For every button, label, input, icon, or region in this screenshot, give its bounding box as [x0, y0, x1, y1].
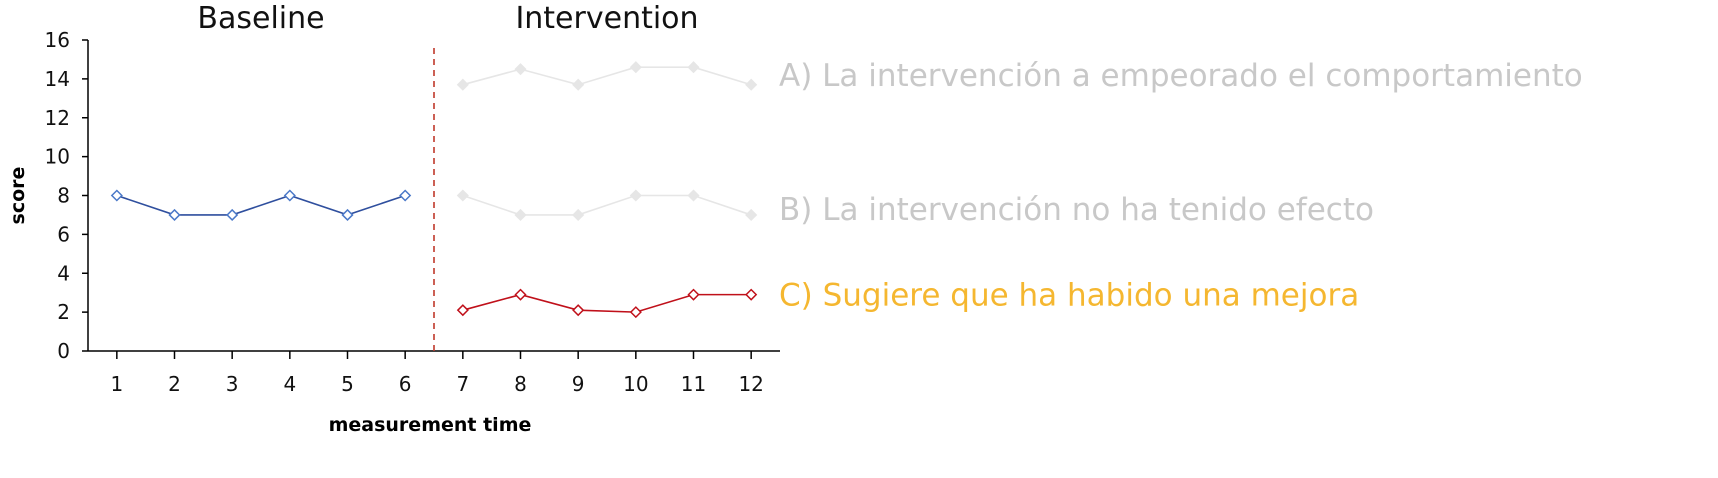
y-tick-label: 4 — [57, 261, 70, 285]
option-labels: A) La intervención a empeorado el compor… — [779, 58, 1583, 314]
data-point-option-b — [572, 208, 585, 221]
data-point-option-a — [629, 61, 642, 74]
phase-label-intervention: Intervention — [515, 1, 698, 36]
data-point-option-c — [629, 306, 642, 319]
y-tick-label: 16 — [45, 28, 70, 52]
data-point-option-c — [572, 304, 585, 317]
x-tick-label: 5 — [341, 372, 354, 396]
data-point-baseline — [226, 208, 239, 221]
x-tick-label: 9 — [572, 372, 585, 396]
data-point-option-b — [514, 208, 527, 221]
series-line-baseline — [116, 194, 406, 216]
data-point-option-c — [514, 288, 527, 301]
series-option-b — [456, 189, 758, 221]
data-point-option-a — [572, 78, 585, 91]
series-layer — [110, 61, 758, 319]
phase-labels: Baseline Intervention — [197, 1, 698, 36]
data-point-baseline — [110, 189, 123, 202]
data-point-option-a — [456, 78, 469, 91]
series-line-option-c — [462, 293, 752, 313]
series-baseline — [110, 189, 412, 221]
y-tick-label: 12 — [45, 106, 70, 130]
x-axis-title: measurement time — [329, 414, 532, 436]
data-point-option-a — [514, 63, 527, 76]
y-axis-title: score — [7, 167, 29, 225]
data-point-baseline — [168, 208, 181, 221]
y-tick-label: 14 — [45, 67, 70, 91]
x-tick-label: 7 — [456, 372, 469, 396]
option-label-option-b: B) La intervención no ha tenido efecto — [779, 192, 1374, 228]
option-label-option-a: A) La intervención a empeorado el compor… — [779, 58, 1583, 94]
x-tick-label: 2 — [168, 372, 181, 396]
y-tick-label: 10 — [45, 145, 70, 169]
series-line-option-b — [462, 194, 752, 216]
data-point-baseline — [283, 189, 296, 202]
data-point-option-a — [745, 78, 758, 91]
data-point-baseline — [399, 189, 412, 202]
data-point-option-b — [629, 189, 642, 202]
x-tick-label: 1 — [110, 372, 123, 396]
x-tick-label: 4 — [283, 372, 296, 396]
data-point-option-c — [687, 288, 700, 301]
series-option-a — [456, 61, 758, 91]
x-tick-label: 6 — [399, 372, 412, 396]
x-tick-label: 10 — [623, 372, 648, 396]
data-point-baseline — [341, 208, 354, 221]
y-tick-label: 6 — [57, 222, 70, 246]
y-tick-label: 2 — [57, 300, 70, 324]
series-line-option-a — [462, 66, 752, 86]
x-tick-label: 12 — [738, 372, 763, 396]
x-tick-label: 3 — [226, 372, 239, 396]
data-point-option-b — [687, 189, 700, 202]
y-tick-label: 0 — [57, 339, 70, 363]
y-tick-label: 8 — [57, 184, 70, 208]
x-tick-label: 11 — [681, 372, 706, 396]
series-option-c — [456, 288, 758, 319]
option-label-option-c: C) Sugiere que ha habido una mejora — [779, 278, 1359, 314]
phase-label-baseline: Baseline — [197, 1, 324, 36]
data-point-option-a — [687, 61, 700, 74]
data-point-option-b — [745, 208, 758, 221]
data-point-option-b — [456, 189, 469, 202]
x-tick-label: 8 — [514, 372, 527, 396]
data-point-option-c — [745, 288, 758, 301]
data-point-option-c — [456, 304, 469, 317]
